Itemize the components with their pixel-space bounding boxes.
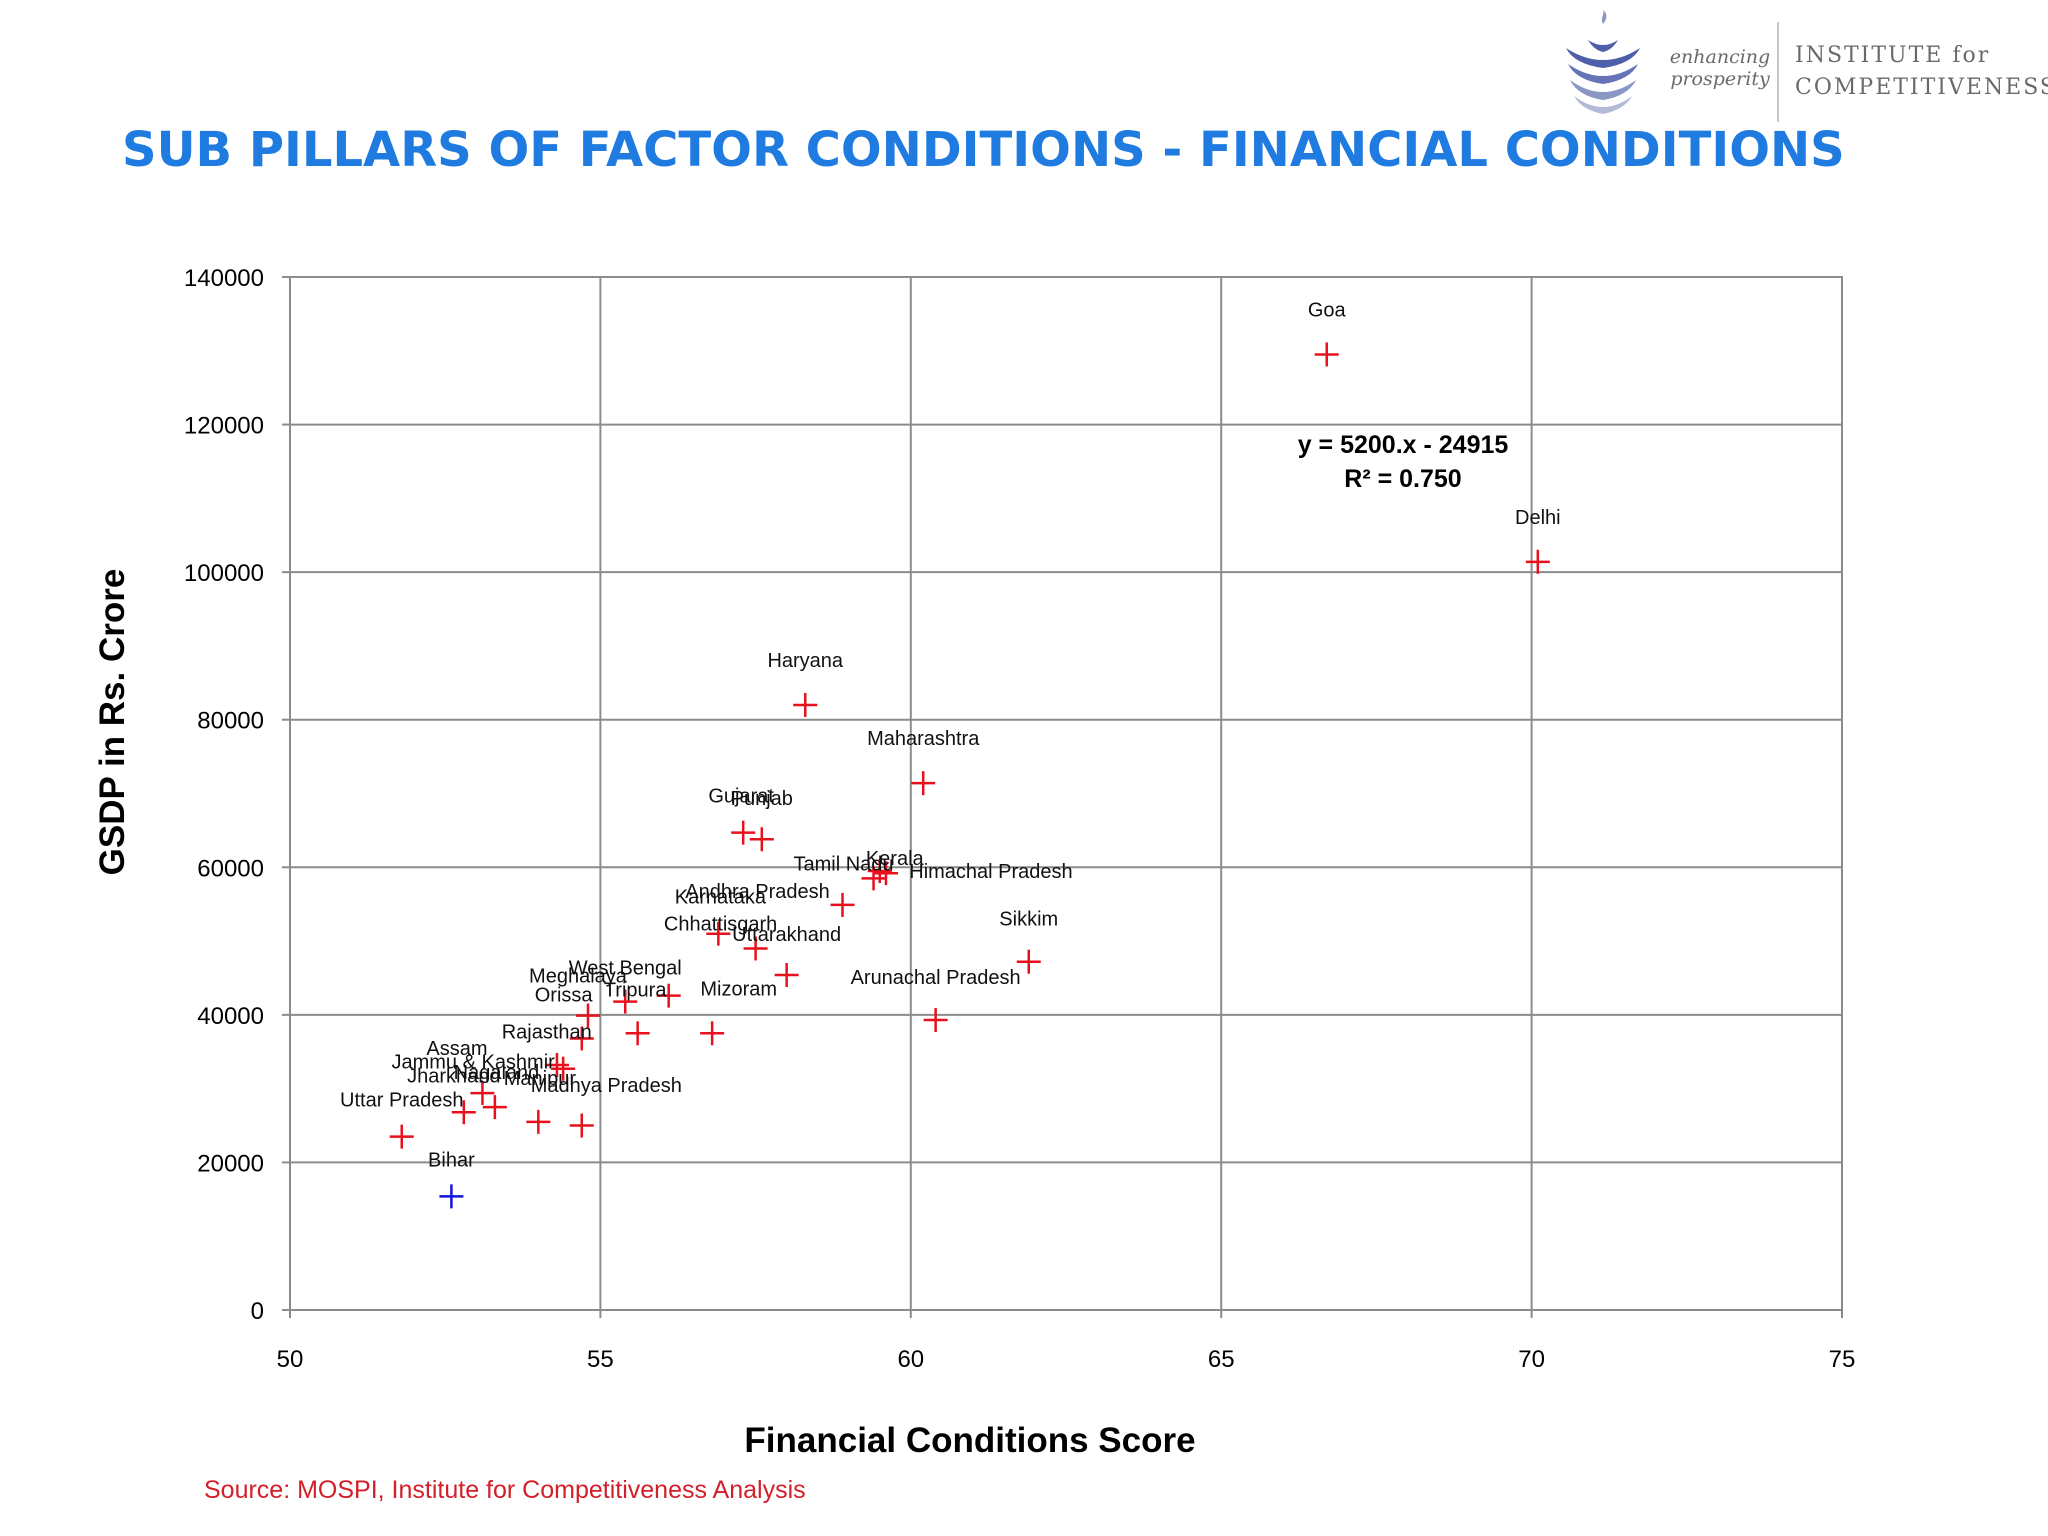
y-tick-label: 60000 (197, 855, 264, 882)
point-label: Meghalaya (529, 966, 628, 988)
x-tick-label: 55 (587, 1346, 614, 1373)
x-tick-label: 50 (277, 1346, 304, 1373)
point-label: Assam (426, 1038, 487, 1060)
chart-gridlines (289, 276, 1843, 1311)
point-label: Manipur (504, 1068, 577, 1090)
slide-title: SUB PILLARS OF FACTOR CONDITIONS - FINAN… (122, 122, 1845, 178)
point-label: Goa (1308, 299, 1347, 321)
trendline-r-squared: R² = 0.750 (1344, 465, 1461, 493)
logo-organization: INSTITUTE for COMPETITIVENESS (1795, 40, 2048, 104)
data-point-marker (1016, 949, 1041, 974)
point-label: Kerala (866, 848, 925, 870)
data-point-marker (569, 1026, 594, 1051)
data-point-marker (544, 1053, 569, 1078)
data-point-marker (625, 1021, 650, 1046)
y-tick-label: 40000 (197, 1003, 264, 1030)
point-label: Bihar (428, 1149, 475, 1171)
point-label: Rajasthan (502, 1021, 592, 1043)
y-axis-title: GSDP in Rs. Crore (93, 569, 132, 876)
logo-divider (1777, 22, 1779, 122)
data-point-marker (1525, 549, 1550, 574)
point-label: Maharashtra (867, 728, 980, 750)
data-point-marker (389, 1124, 414, 1149)
data-point-marker (482, 1095, 507, 1120)
data-point-marker (1314, 342, 1339, 367)
data-point-marker (830, 892, 855, 917)
logo-tagline: enhancing prosperity (1660, 46, 1780, 90)
x-tick-label: 65 (1208, 1346, 1235, 1373)
data-point-marker (613, 989, 638, 1014)
point-label: Karnataka (675, 887, 767, 909)
trendline-equation: y = 5200.x - 24915 (1298, 431, 1509, 459)
point-label: Uttarakhand (732, 924, 841, 946)
data-point-marker (656, 983, 681, 1008)
point-label: Gujarat (708, 786, 774, 808)
data-point-marker (861, 866, 886, 891)
point-label: West Bengal (569, 958, 682, 980)
x-axis-title: Financial Conditions Score (744, 1421, 1195, 1460)
x-tick-label: 70 (1518, 1346, 1545, 1373)
data-point-marker (873, 861, 898, 886)
point-label: Jharkhand (407, 1065, 500, 1087)
point-label: Andhra Pradesh (685, 881, 830, 903)
y-tick-label: 80000 (197, 708, 264, 735)
point-label: Mizoram (700, 979, 777, 1001)
data-point-marker (470, 1081, 495, 1106)
data-point-marker (911, 771, 936, 796)
point-label: Nagaland (454, 1062, 540, 1084)
point-label: Sikkim (999, 909, 1058, 931)
point-label: Jammu & Kashmir (391, 1052, 555, 1074)
y-tick-label: 140000 (184, 265, 264, 292)
data-point-marker (700, 1021, 725, 1046)
data-point-marker (569, 1113, 594, 1138)
data-point-marker (451, 1100, 476, 1125)
point-label: Arunachal Pradesh (851, 967, 1021, 989)
institute-logo: enhancing prosperity INSTITUTE for COMPE… (1560, 10, 2048, 122)
x-axis-ticks: 50 55 60 65 70 75 (277, 1310, 1856, 1373)
data-point-marker (526, 1109, 551, 1134)
data-point-marker (575, 1003, 600, 1028)
point-label: Delhi (1515, 507, 1561, 529)
point-label: Punjab (731, 788, 793, 810)
x-tick-label: 75 (1829, 1346, 1856, 1373)
y-axis-ticks: 0 20000 40000 60000 80000 100000 120000 140000 (184, 265, 290, 1325)
point-label: Uttar Pradesh (340, 1090, 463, 1112)
plot-area-frame (289, 276, 1843, 1311)
y-tick-label: 100000 (184, 560, 264, 587)
data-point-marker (731, 820, 756, 845)
point-label: Madhya Pradesh (531, 1075, 682, 1097)
data-point-marker (706, 921, 731, 946)
x-tick-label: 60 (897, 1346, 924, 1373)
point-label: Haryana (767, 650, 843, 672)
point-label: Orissa (535, 984, 594, 1006)
point-label: Chhattisgarh (664, 913, 777, 935)
logo-tagline-line1: enhancing (1669, 46, 1771, 68)
data-point-marker (923, 1008, 948, 1033)
data-point-marker (439, 1184, 464, 1209)
y-tick-label: 120000 (184, 413, 264, 440)
logo-tagline-line2: prosperity (1670, 68, 1770, 90)
data-point-marker (743, 936, 768, 961)
y-tick-label: 0 (251, 1298, 264, 1325)
point-label: Himachal Pradesh (909, 861, 1072, 883)
data-point-marker (774, 963, 799, 988)
point-label: Tamil Nadu (794, 853, 894, 875)
data-markers (389, 342, 1550, 1209)
logo-org-line2: COMPETITIVENESS (1795, 75, 2048, 100)
data-point-marker (551, 1056, 576, 1081)
source-note: Source: MOSPI, Institute for Competitive… (204, 1476, 806, 1504)
layered-leaf-logo-icon (1566, 10, 1640, 114)
logo-org-line1: INSTITUTE for (1795, 43, 1991, 68)
y-tick-label: 20000 (197, 1150, 264, 1177)
data-point-marker (793, 692, 818, 717)
data-point-marker (749, 827, 774, 852)
point-label: Tripura (604, 979, 667, 1001)
